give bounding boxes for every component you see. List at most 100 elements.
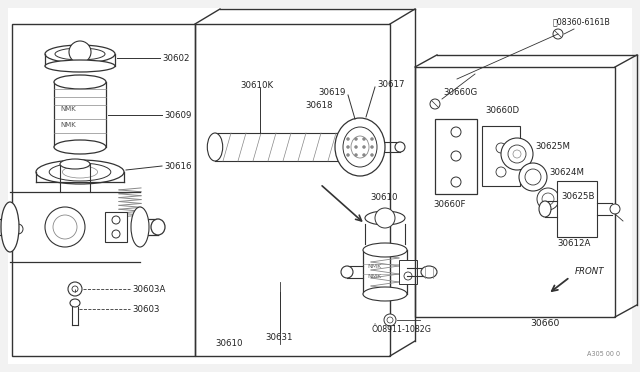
Bar	[399, 260, 417, 284]
Ellipse shape	[335, 118, 385, 176]
Text: NMK: NMK	[367, 263, 381, 269]
Circle shape	[451, 151, 461, 161]
Circle shape	[362, 138, 365, 141]
Circle shape	[553, 29, 563, 39]
Circle shape	[346, 145, 349, 148]
Ellipse shape	[525, 169, 541, 185]
Ellipse shape	[63, 166, 98, 178]
Ellipse shape	[1, 202, 19, 252]
Text: 30609: 30609	[164, 110, 191, 119]
Circle shape	[362, 145, 365, 148]
Circle shape	[45, 207, 85, 247]
Ellipse shape	[519, 163, 547, 191]
Circle shape	[371, 138, 374, 141]
Text: 30631: 30631	[265, 334, 292, 343]
Circle shape	[112, 230, 120, 238]
Circle shape	[610, 204, 620, 214]
Text: 30625M: 30625M	[535, 141, 570, 151]
Text: 30610: 30610	[370, 192, 397, 202]
Ellipse shape	[45, 60, 115, 72]
Circle shape	[496, 143, 506, 153]
Ellipse shape	[54, 75, 106, 89]
Ellipse shape	[501, 138, 533, 170]
Circle shape	[384, 314, 396, 326]
Circle shape	[451, 127, 461, 137]
Ellipse shape	[421, 266, 437, 278]
Text: 30617: 30617	[377, 80, 404, 89]
Bar	[195, 24, 390, 356]
Ellipse shape	[365, 211, 405, 225]
Bar	[482, 126, 520, 186]
Ellipse shape	[537, 188, 559, 210]
Ellipse shape	[363, 243, 407, 257]
Circle shape	[355, 154, 358, 157]
Text: 30610: 30610	[215, 340, 243, 349]
Text: 30610K: 30610K	[240, 80, 273, 90]
Text: NMK: NMK	[60, 122, 76, 128]
Text: 30618: 30618	[305, 100, 333, 109]
Ellipse shape	[45, 45, 115, 63]
Ellipse shape	[343, 127, 377, 167]
Ellipse shape	[49, 163, 111, 181]
Ellipse shape	[542, 193, 554, 205]
Circle shape	[496, 167, 506, 177]
Circle shape	[68, 282, 82, 296]
Text: 30660G: 30660G	[443, 87, 477, 96]
Text: A305 00 0: A305 00 0	[587, 351, 620, 357]
Circle shape	[355, 145, 358, 148]
Circle shape	[371, 145, 374, 148]
Text: 30619: 30619	[318, 87, 346, 96]
Circle shape	[371, 154, 374, 157]
Ellipse shape	[131, 207, 149, 247]
Ellipse shape	[54, 140, 106, 154]
Circle shape	[346, 138, 349, 141]
Circle shape	[72, 286, 78, 292]
Bar	[557, 181, 597, 237]
Circle shape	[404, 272, 412, 280]
Circle shape	[53, 215, 77, 239]
Circle shape	[513, 150, 521, 158]
Circle shape	[362, 154, 365, 157]
Text: Ⓝ08360-6161B: Ⓝ08360-6161B	[553, 17, 611, 26]
Ellipse shape	[508, 145, 526, 163]
Text: 30612A: 30612A	[557, 238, 590, 247]
Ellipse shape	[363, 287, 407, 301]
Text: Ô08911-1082G: Ô08911-1082G	[372, 326, 432, 334]
Text: 30602: 30602	[162, 54, 189, 62]
Bar	[12, 24, 195, 356]
Circle shape	[346, 154, 349, 157]
Circle shape	[375, 208, 395, 228]
Ellipse shape	[395, 142, 405, 152]
Text: 30660: 30660	[530, 320, 559, 328]
Text: NMK: NMK	[60, 106, 76, 112]
Ellipse shape	[539, 201, 551, 217]
Circle shape	[430, 99, 440, 109]
Text: 30625B: 30625B	[561, 192, 595, 201]
Bar	[105, 212, 127, 242]
Ellipse shape	[351, 136, 369, 158]
Ellipse shape	[339, 137, 351, 157]
Text: 30660F: 30660F	[433, 199, 465, 208]
Text: FRONT: FRONT	[575, 267, 605, 276]
Circle shape	[355, 138, 358, 141]
Text: 30603A: 30603A	[132, 285, 165, 294]
Ellipse shape	[70, 299, 80, 307]
Text: 30603: 30603	[132, 305, 159, 314]
Circle shape	[69, 41, 91, 63]
Text: 30616: 30616	[164, 161, 191, 170]
Ellipse shape	[151, 219, 165, 235]
Text: NMK: NMK	[367, 273, 381, 279]
Ellipse shape	[341, 266, 353, 278]
Text: 30624M: 30624M	[549, 167, 584, 176]
Ellipse shape	[55, 48, 105, 60]
Circle shape	[387, 317, 393, 323]
Ellipse shape	[207, 133, 223, 161]
Bar	[415, 67, 615, 317]
Circle shape	[451, 177, 461, 187]
Circle shape	[112, 216, 120, 224]
Bar	[435, 119, 477, 194]
Ellipse shape	[60, 159, 90, 169]
Circle shape	[13, 224, 23, 234]
Ellipse shape	[36, 160, 124, 184]
Text: 30660D: 30660D	[485, 106, 519, 115]
